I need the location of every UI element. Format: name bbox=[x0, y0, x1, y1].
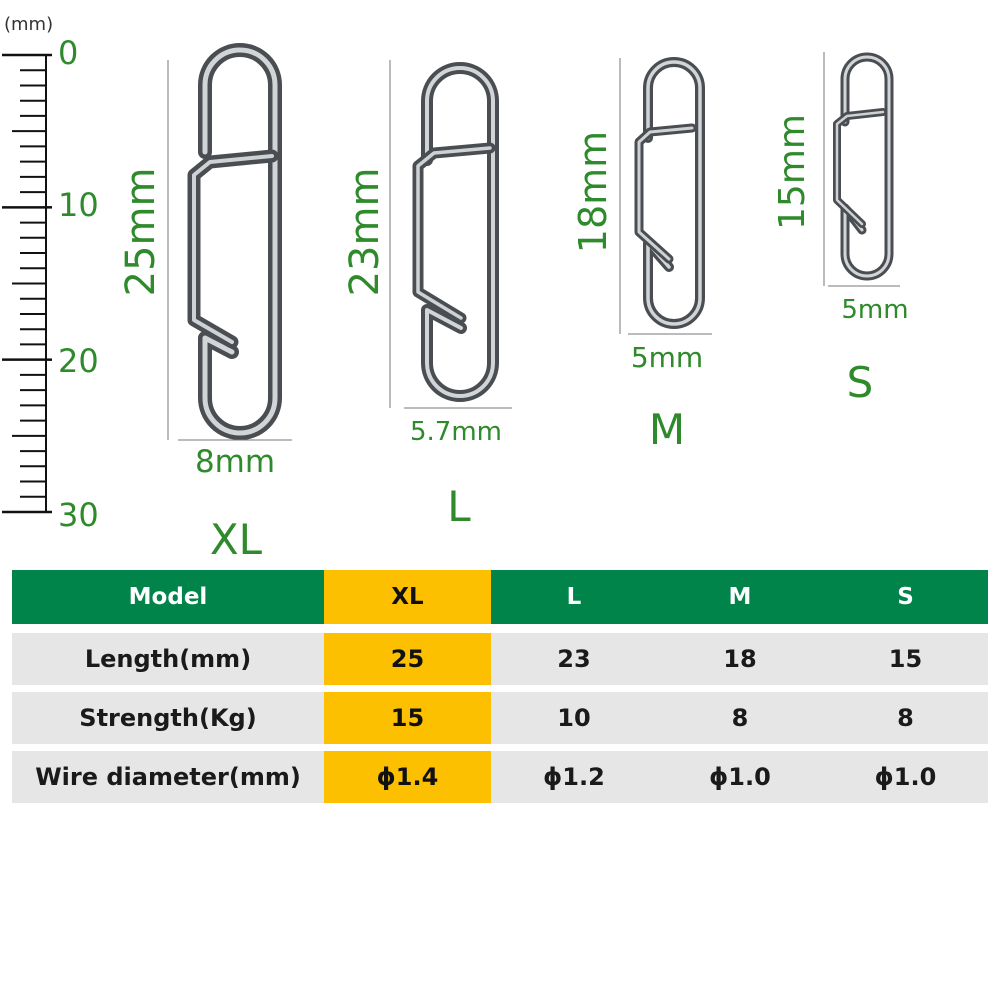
ruler-unit-label: (mm) bbox=[4, 14, 53, 35]
cell-wire-s: ϕ1.0 bbox=[874, 763, 937, 791]
spec-table: Model XL L M S Length(mm) 25 23 18 15 St… bbox=[12, 570, 988, 803]
cell-strength-xl: 15 bbox=[324, 692, 491, 744]
cell-strength-s: 8 bbox=[897, 704, 914, 732]
clip-s-width-label: 5mm bbox=[841, 295, 908, 325]
clip-xl: 25mm 8mm XL bbox=[118, 43, 292, 560]
header-model: Model bbox=[128, 584, 208, 610]
header-l: L bbox=[566, 584, 582, 610]
header-m: M bbox=[728, 584, 752, 610]
clip-xl-model-label: XL bbox=[210, 515, 263, 560]
cell-wire-l: ϕ1.2 bbox=[543, 763, 605, 791]
clip-xl-width-label: 8mm bbox=[195, 444, 275, 480]
clip-xl-length-label: 25mm bbox=[118, 168, 164, 297]
table-row-strength: Strength(Kg) 15 10 8 8 bbox=[12, 692, 988, 744]
ruler-ticks bbox=[2, 53, 52, 514]
row-label-length: Length(mm) bbox=[84, 645, 252, 673]
clip-s-wire-icon bbox=[833, 52, 894, 281]
cell-strength-l: 10 bbox=[557, 704, 591, 732]
cell-length-m: 18 bbox=[723, 645, 757, 673]
cell-length-xl: 25 bbox=[324, 633, 491, 685]
cell-length-l: 23 bbox=[557, 645, 591, 673]
ruler: (mm) 0 10 20 30 bbox=[2, 14, 99, 534]
ruler-mark-0: 0 bbox=[58, 34, 78, 72]
clip-m-width-label: 5mm bbox=[631, 341, 703, 374]
ruler-mark-10: 10 bbox=[58, 186, 99, 224]
clip-l-width-label: 5.7mm bbox=[410, 417, 502, 447]
product-illustration: (mm) 0 10 20 30 25mm 8mm XL 23mm 5.7mm bbox=[2, 14, 909, 560]
clip-l: 23mm 5.7mm L bbox=[342, 60, 512, 531]
clip-s-model-label: S bbox=[847, 358, 874, 407]
header-xl: XL bbox=[324, 570, 491, 624]
header-s: S bbox=[897, 584, 914, 610]
clip-s-length-label: 15mm bbox=[772, 114, 813, 230]
cell-wire-m: ϕ1.0 bbox=[709, 763, 771, 791]
spec-table-header: Model XL L M S bbox=[12, 570, 988, 624]
row-label-strength: Strength(Kg) bbox=[79, 704, 257, 732]
clip-m-length-label: 18mm bbox=[571, 131, 615, 253]
clip-m-wire-icon bbox=[634, 57, 705, 329]
clip-s: 15mm 5mm S bbox=[772, 52, 909, 407]
ruler-mark-20: 20 bbox=[58, 342, 99, 380]
cell-length-s: 15 bbox=[888, 645, 923, 673]
table-row-length: Length(mm) 25 23 18 15 bbox=[12, 633, 988, 685]
clip-m-model-label: M bbox=[649, 405, 685, 454]
clip-l-wire-icon bbox=[412, 62, 499, 402]
cell-strength-m: 8 bbox=[731, 704, 749, 732]
clip-m: 18mm 5mm M bbox=[571, 57, 712, 454]
clip-xl-wire-icon bbox=[187, 43, 282, 440]
cell-wire-xl: ϕ1.4 bbox=[324, 751, 491, 803]
ruler-mark-30: 30 bbox=[58, 496, 99, 534]
clip-l-model-label: L bbox=[447, 482, 471, 531]
clip-l-length-label: 23mm bbox=[342, 168, 388, 297]
row-label-wire-diameter: Wire diameter(mm) bbox=[35, 763, 301, 791]
table-row-wire-diameter: Wire diameter(mm) ϕ1.4 ϕ1.2 ϕ1.0 ϕ1.0 bbox=[12, 751, 988, 803]
